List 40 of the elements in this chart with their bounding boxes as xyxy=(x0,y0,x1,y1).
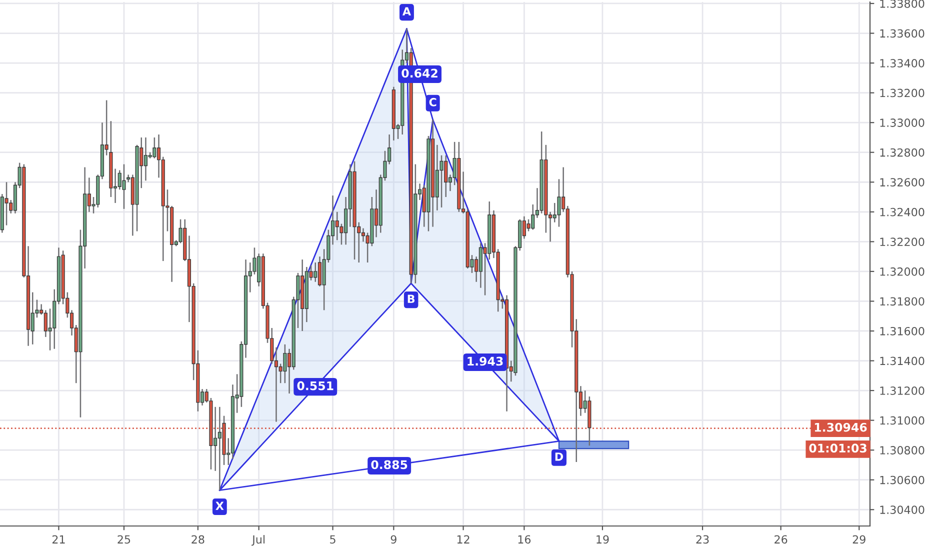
y-tick-label: 1.30400 xyxy=(880,506,924,514)
y-tick-label: 1.31400 xyxy=(880,356,924,366)
y-tick-label: 1.30600 xyxy=(880,476,924,484)
y-tick-label: 1.32600 xyxy=(880,178,924,187)
x-tick-label: 28 xyxy=(192,535,204,544)
ref-line-label: 1.30946 xyxy=(814,422,867,432)
x-tick-label: 5 xyxy=(330,535,336,544)
annotation: 0.551 xyxy=(297,381,334,390)
y-tick-label: 1.30800 xyxy=(880,446,924,454)
x-tick-label: 12 xyxy=(457,535,470,544)
x-tick-label: 9 xyxy=(390,535,396,544)
y-tick-label: 1.33000 xyxy=(880,118,924,127)
y-tick-label: 1.31200 xyxy=(880,386,924,395)
y-tick-label: 1.32400 xyxy=(880,208,924,216)
annotation: 0.642 xyxy=(402,68,438,78)
y-tick-label: 1.33200 xyxy=(880,88,924,98)
x-tick-label: 26 xyxy=(774,535,788,544)
x-tick-label: 19 xyxy=(596,535,609,544)
y-tick-label: 1.33600 xyxy=(880,29,924,38)
x-tick-label: 25 xyxy=(118,535,130,544)
data-label: A xyxy=(402,7,411,16)
y-tick-label: 1.32000 xyxy=(880,267,924,276)
annotation: 01:01:03 xyxy=(809,444,866,453)
x-tick-label: 16 xyxy=(518,535,531,544)
x-tick-label: 21 xyxy=(52,535,65,544)
annotation: 1.943 xyxy=(468,356,503,366)
data-label: D xyxy=(555,452,564,461)
x-tick-label: 23 xyxy=(696,535,709,544)
x-tick-label: Jul xyxy=(252,535,264,546)
y-tick-label: 1.32200 xyxy=(880,238,924,246)
annotation: 0.885 xyxy=(371,460,408,470)
data-label: X xyxy=(216,502,224,510)
data-label: B xyxy=(408,294,415,303)
y-tick-label: 1.32800 xyxy=(880,148,924,157)
y-tick-label: 1.31000 xyxy=(880,416,924,425)
data-label: C xyxy=(429,98,436,106)
y-tick-label: 1.31600 xyxy=(880,326,924,336)
y-tick-label: 1.33400 xyxy=(880,59,924,68)
x-tick-label: 29 xyxy=(852,535,866,544)
y-tick-label: 1.31800 xyxy=(880,297,924,306)
